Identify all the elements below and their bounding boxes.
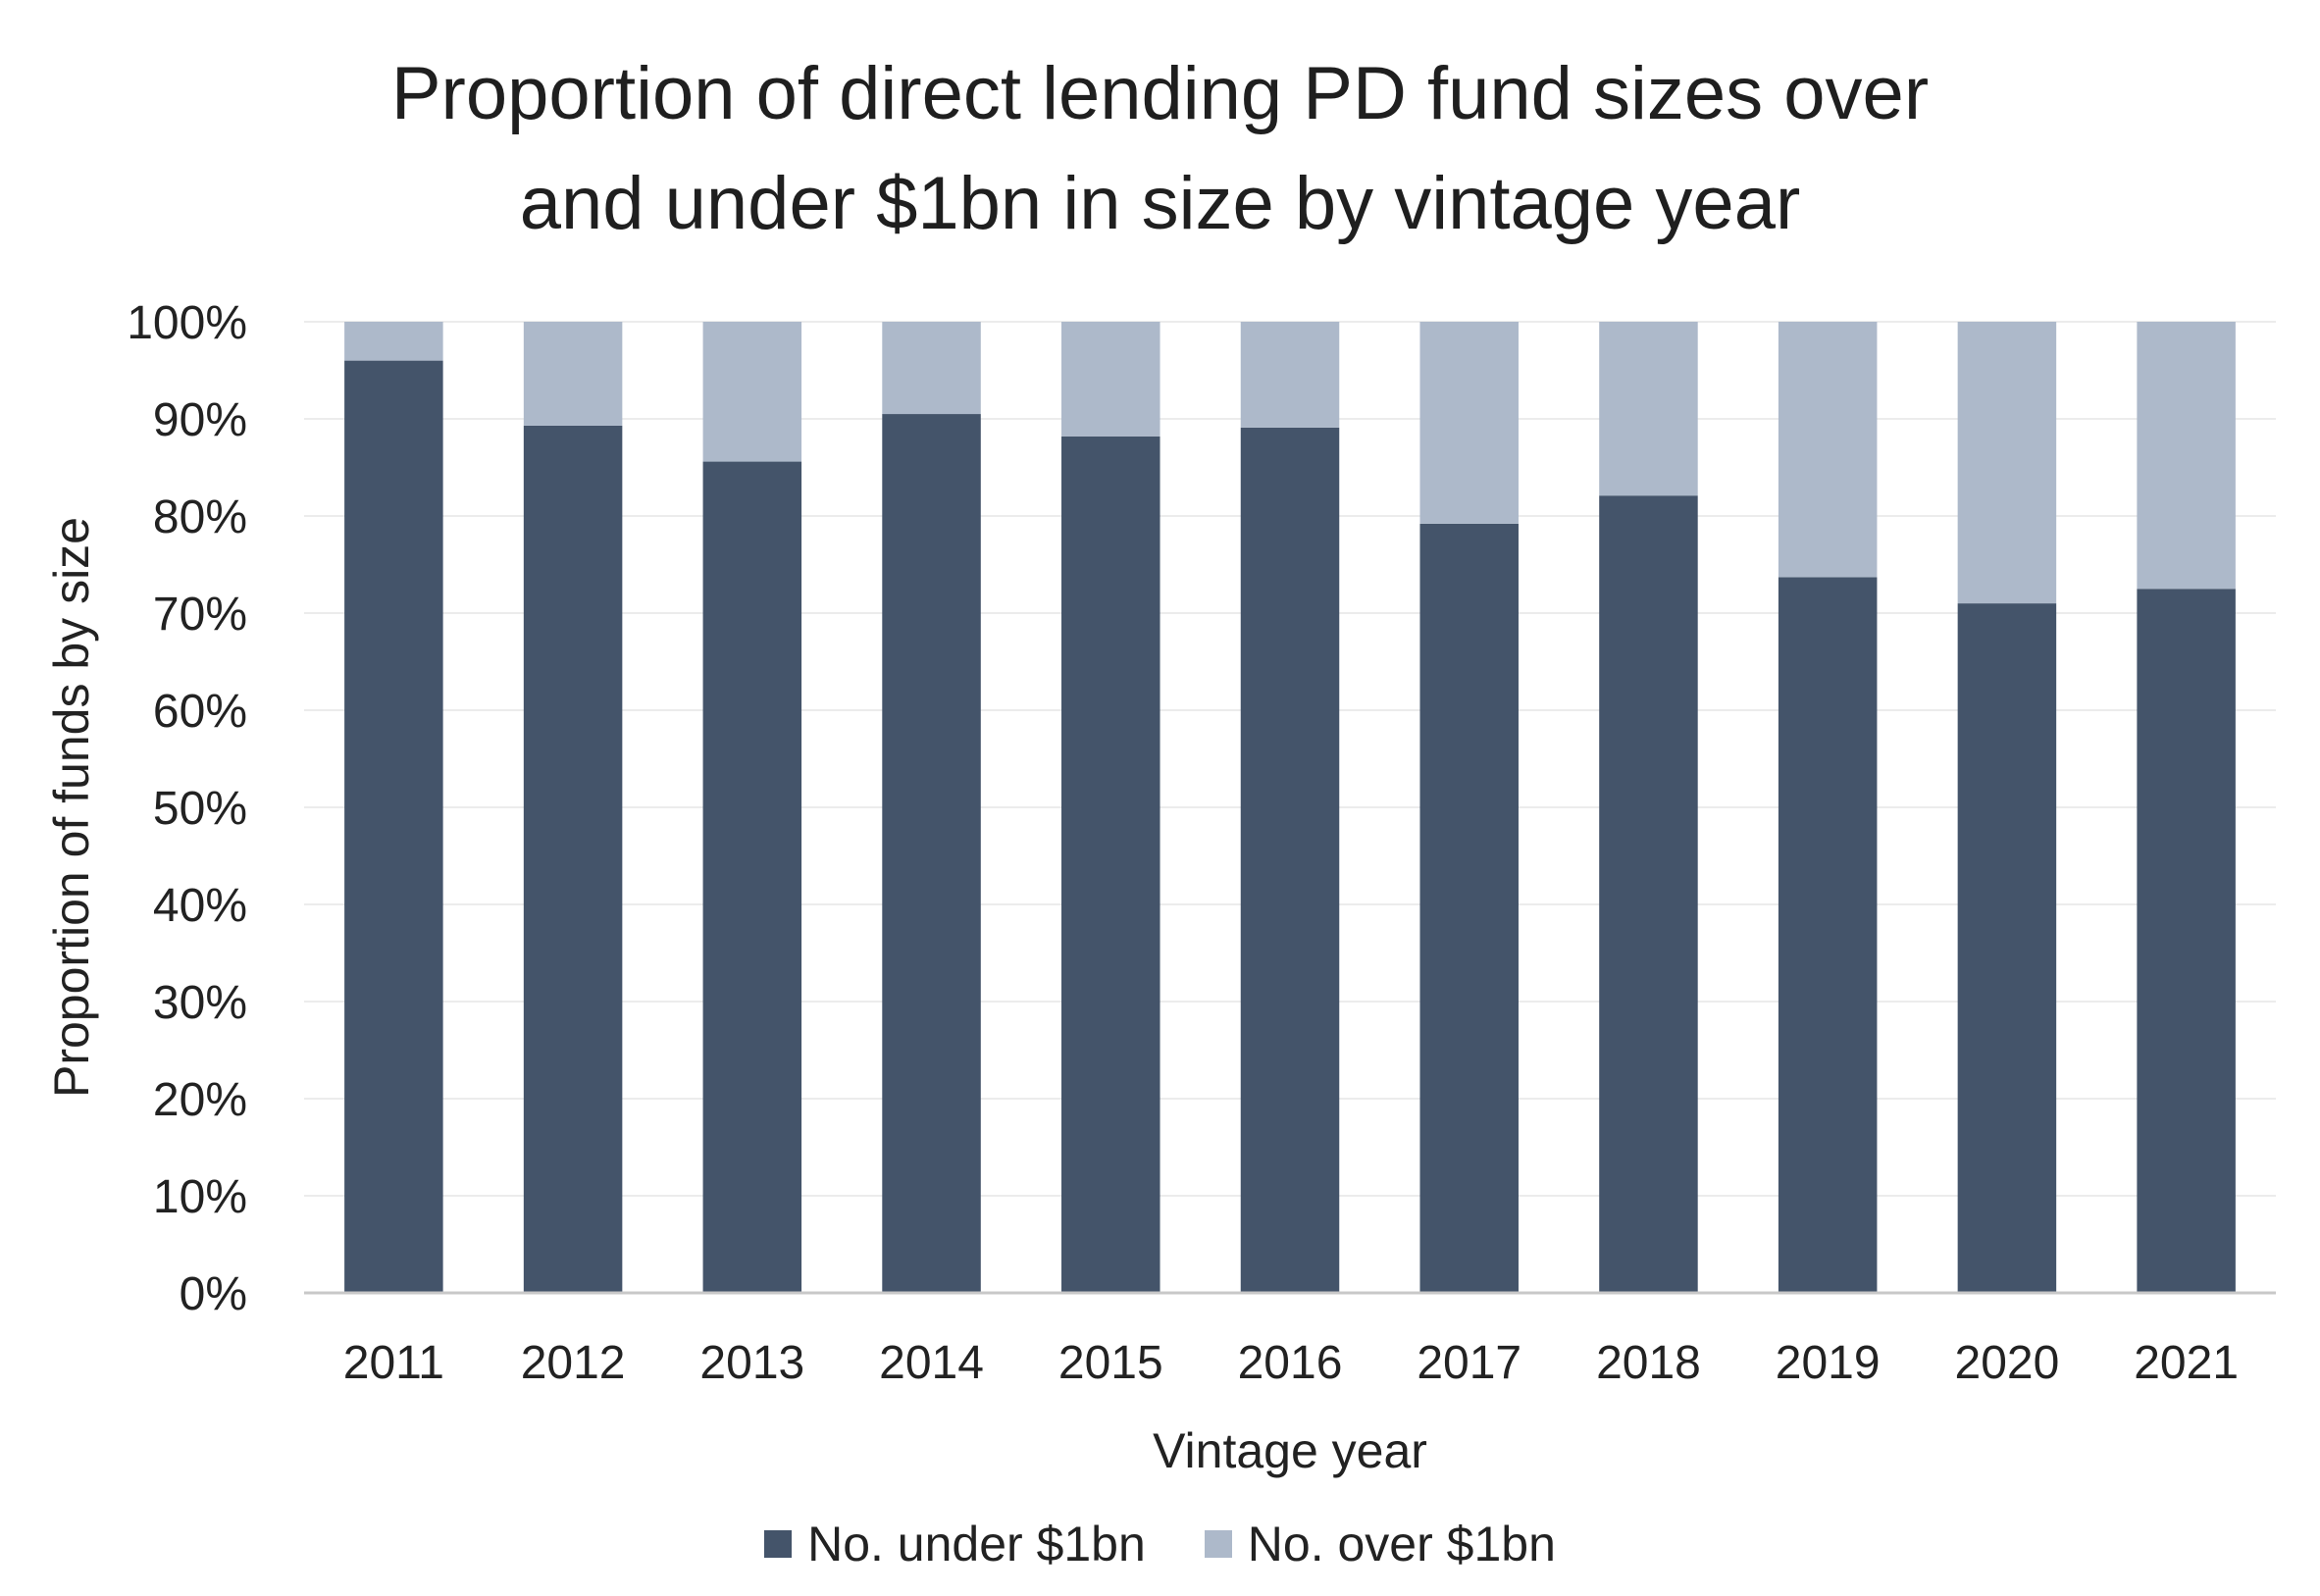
legend-swatch-under — [764, 1530, 793, 1558]
y-tick-label: 10% — [153, 1171, 247, 1223]
x-tick-label: 2017 — [1417, 1337, 1521, 1389]
x-tick-label: 2018 — [1596, 1337, 1701, 1389]
bar-under-1bn-2016 — [1240, 427, 1340, 1293]
bar-under-1bn-2020 — [1957, 603, 2057, 1293]
y-tick-label: 70% — [153, 589, 247, 641]
x-tick-label: 2014 — [879, 1337, 984, 1389]
bar-over-1bn-2018 — [1599, 322, 1698, 496]
x-tick-label: 2012 — [521, 1337, 626, 1389]
x-tick-label: 2021 — [2134, 1337, 2239, 1389]
x-axis-ticks: 2011 2012 2013 2014 2015 2016 2017 2018 2019 2020… — [343, 1337, 2239, 1389]
chart-title-line-1: Proportion of direct lending PD fund siz… — [390, 52, 1930, 135]
y-axis-ticks: 0% 10% 20% 30% 40% 50% 60% 70% 80% 90% 100% — [127, 297, 247, 1320]
bar-under-1bn-2017 — [1419, 523, 1519, 1293]
bar-over-1bn-2017 — [1419, 322, 1519, 524]
bar-over-1bn-2021 — [2137, 322, 2236, 590]
x-tick-label: 2011 — [343, 1337, 444, 1389]
chart-title-line-2: and under $1bn in size by vintage year — [519, 162, 1801, 245]
legend-label-under: No. under $1bn — [807, 1517, 1146, 1571]
bar-under-1bn-2018 — [1599, 495, 1698, 1294]
bar-over-1bn-2013 — [702, 322, 802, 462]
y-tick-label: 30% — [153, 977, 247, 1029]
y-tick-label: 90% — [153, 394, 247, 446]
legend-item-under: No. under $1bn — [764, 1516, 1146, 1572]
bar-under-1bn-2021 — [2137, 589, 2236, 1293]
legend: No. under $1bn No. over $1bn — [0, 1516, 2320, 1572]
bar-over-1bn-2011 — [344, 322, 443, 361]
y-axis-title: Proportion of funds by size — [44, 517, 99, 1098]
x-axis-title: Vintage year — [1153, 1423, 1427, 1478]
bar-over-1bn-2020 — [1957, 322, 2057, 604]
bar-over-1bn-2016 — [1240, 322, 1340, 428]
bar-under-1bn-2015 — [1061, 436, 1160, 1293]
legend-item-over: No. over $1bn — [1204, 1516, 1556, 1572]
y-tick-label: 50% — [153, 783, 247, 835]
y-tick-label: 80% — [153, 491, 247, 543]
bars — [344, 322, 2236, 1294]
bar-over-1bn-2015 — [1061, 322, 1160, 437]
bar-under-1bn-2013 — [702, 461, 802, 1293]
legend-swatch-over — [1204, 1530, 1232, 1558]
x-tick-label: 2016 — [1238, 1337, 1343, 1389]
bar-over-1bn-2012 — [523, 322, 623, 426]
chart-title: Proportion of direct lending PD fund siz… — [0, 39, 2320, 259]
bar-under-1bn-2019 — [1778, 577, 1878, 1293]
bar-under-1bn-2011 — [344, 360, 443, 1294]
x-tick-label: 2019 — [1776, 1337, 1881, 1389]
y-tick-label: 60% — [153, 686, 247, 738]
bar-under-1bn-2012 — [523, 425, 623, 1293]
x-tick-label: 2013 — [699, 1337, 804, 1389]
y-tick-label: 0% — [180, 1268, 247, 1320]
bar-over-1bn-2019 — [1778, 322, 1878, 578]
x-tick-label: 2020 — [1955, 1337, 2060, 1389]
y-tick-label: 40% — [153, 880, 247, 932]
y-tick-label: 100% — [127, 297, 247, 349]
x-tick-label: 2015 — [1058, 1337, 1163, 1389]
y-tick-label: 20% — [153, 1074, 247, 1126]
bar-under-1bn-2014 — [882, 414, 981, 1293]
bar-over-1bn-2014 — [882, 322, 981, 415]
legend-label-over: No. over $1bn — [1247, 1517, 1556, 1571]
